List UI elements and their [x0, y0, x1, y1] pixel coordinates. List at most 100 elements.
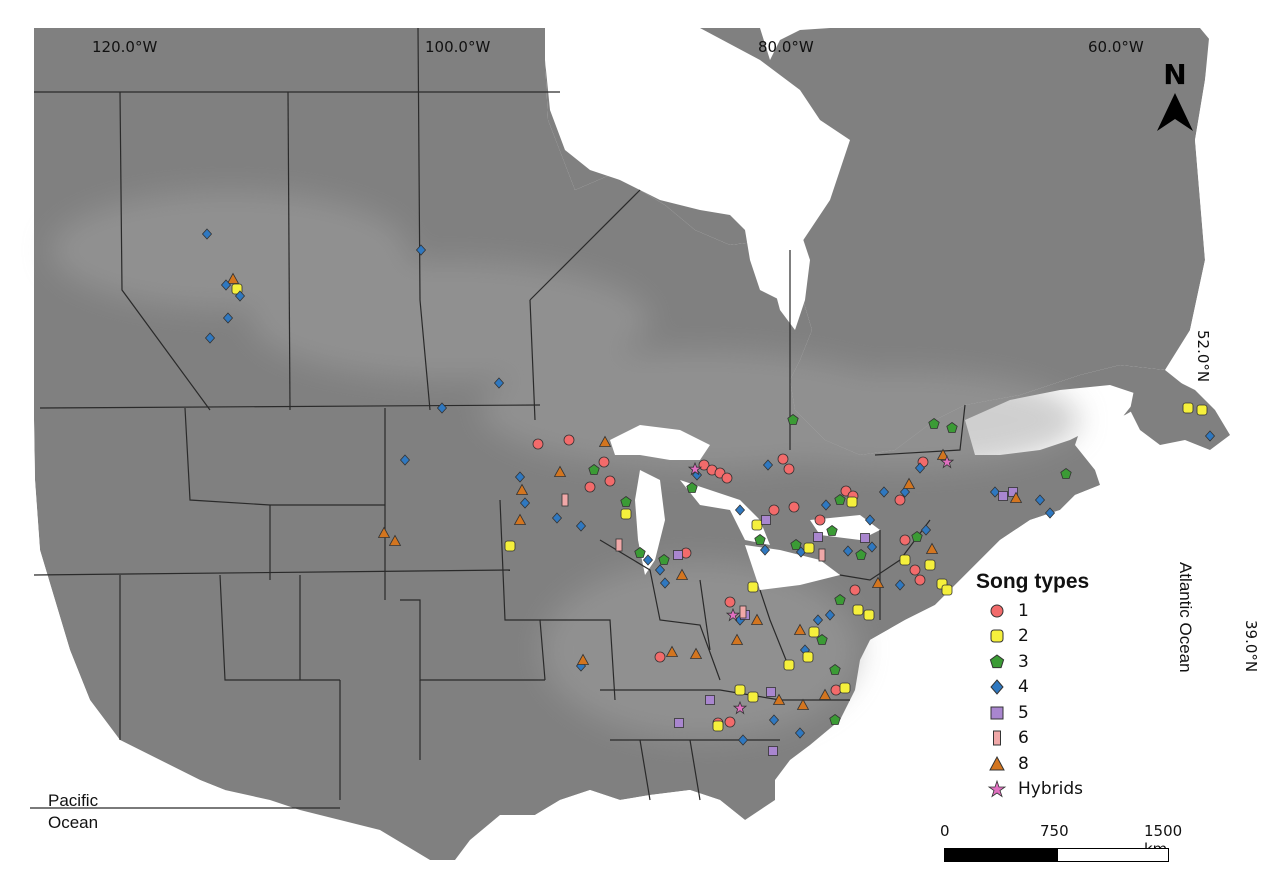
marker-type-4 [551, 512, 563, 524]
marker-type-2 [941, 584, 953, 596]
marker-type-2 [504, 540, 516, 552]
marker-type-4 [654, 564, 666, 576]
marker-type-1 [724, 596, 736, 608]
marker-type-2 [1182, 402, 1194, 414]
range-haze [50, 190, 1080, 740]
pacific-ocean [0, 28, 230, 891]
marker-type-4 [824, 609, 836, 621]
marker-type-1 [654, 651, 666, 663]
marker-type-2 [852, 604, 864, 616]
marker-type-1 [783, 463, 795, 475]
marker-type-8 [818, 688, 832, 700]
marker-type-5 [761, 515, 771, 525]
marker-type-2 [734, 684, 746, 696]
marker-type-2 [839, 682, 851, 694]
marker-type-4 [759, 544, 771, 556]
legend: Song types 1 2 3 4 5 6 8 Hybrids [976, 570, 1156, 802]
marker-type-2 [1196, 404, 1208, 416]
marker-type-1 [788, 501, 800, 513]
lon-label-60w: 60.0°W [1088, 38, 1144, 56]
marker-type-5 [860, 533, 870, 543]
marker-type-4 [415, 244, 427, 256]
square-icon [990, 706, 1004, 720]
marker-type-6 [739, 605, 747, 619]
marker-type-3 [834, 494, 846, 505]
marker-type-8 [793, 623, 807, 635]
marker-type-4 [234, 290, 246, 302]
scale-segment-white [1057, 848, 1169, 862]
marker-type-5 [766, 687, 776, 697]
marker-type-1 [814, 514, 826, 526]
marker-type-8 [925, 542, 939, 554]
marker-type-4 [989, 486, 1001, 498]
marker-type-3 [686, 482, 698, 493]
marker-type-3 [588, 464, 600, 475]
diamond-icon [990, 679, 1004, 696]
scale-tick-0: 0 [940, 822, 950, 840]
legend-item-hybrids: Hybrids [976, 777, 1156, 803]
atlantic-ocean-label: Atlantic Ocean [1176, 562, 1195, 673]
scale-tick-750: 750 [1040, 822, 1069, 840]
marker-type-4 [519, 497, 531, 509]
marker-type-3 [790, 539, 802, 550]
marker-type-1 [698, 459, 710, 471]
marker-type-5 [1008, 487, 1018, 497]
marker-type-8 [226, 272, 240, 284]
marker-type-2 [802, 651, 814, 663]
marker-type-8 [689, 647, 703, 659]
marker-type-1 [724, 716, 736, 728]
marker-type-3 [754, 534, 766, 545]
marker-type-8 [515, 483, 529, 495]
marker-type-3 [787, 414, 799, 425]
marker-type-3 [826, 525, 838, 536]
marker-type-5 [813, 532, 823, 542]
marker-type-3 [928, 418, 940, 429]
marker-type-4 [768, 714, 780, 726]
marker-type-6 [561, 493, 569, 507]
marker-type-4 [842, 545, 854, 557]
marker-type-5 [998, 491, 1008, 501]
marker-type-4 [866, 541, 878, 553]
marker-type-1 [584, 481, 596, 493]
legend-label: 1 [1018, 600, 1029, 621]
marker-type-4 [201, 228, 213, 240]
gulf-of-mexico [460, 790, 770, 891]
marker-type-2 [808, 626, 820, 638]
marker-type-1 [777, 453, 789, 465]
marker-type-8 [796, 698, 810, 710]
marker-type-3 [834, 594, 846, 605]
marker-type-4 [691, 469, 703, 481]
pacific-ocean-label: Pacific Ocean [48, 791, 99, 832]
marker-type-4 [1034, 494, 1046, 506]
marker-type-8 [902, 477, 916, 489]
marker-type-3 [816, 634, 828, 645]
marker-type-4 [399, 454, 411, 466]
scale-bar: 0 750 1500 km [934, 822, 1184, 868]
marker-type-5 [705, 695, 715, 705]
marker-type-4 [899, 486, 911, 498]
legend-label: 6 [1018, 728, 1029, 749]
marker-type-3 [658, 554, 670, 565]
marker-hybrid [725, 607, 741, 622]
lat-label-39n: 39.0°N [1242, 620, 1260, 673]
marker-type-8 [598, 435, 612, 447]
marker-type-6 [615, 538, 623, 552]
legend-label: 3 [1018, 651, 1029, 672]
marker-type-2 [863, 609, 875, 621]
marker-type-2 [846, 496, 858, 508]
legend-label: 4 [1018, 677, 1029, 698]
marker-type-4 [812, 614, 824, 626]
marker-type-8 [576, 653, 590, 665]
marker-type-8 [388, 534, 402, 546]
marker-type-4 [642, 554, 654, 566]
legend-label: 2 [1018, 626, 1029, 647]
marker-type-3 [946, 422, 958, 433]
marker-type-8 [553, 465, 567, 477]
legend-item-1: 1 [976, 598, 1156, 624]
marker-type-1 [849, 584, 861, 596]
marker-type-4 [794, 727, 806, 739]
marker-type-1 [768, 504, 780, 516]
marker-type-3 [829, 664, 841, 675]
marker-type-1 [721, 472, 733, 484]
lon-label-100w: 100.0°W [425, 38, 491, 56]
